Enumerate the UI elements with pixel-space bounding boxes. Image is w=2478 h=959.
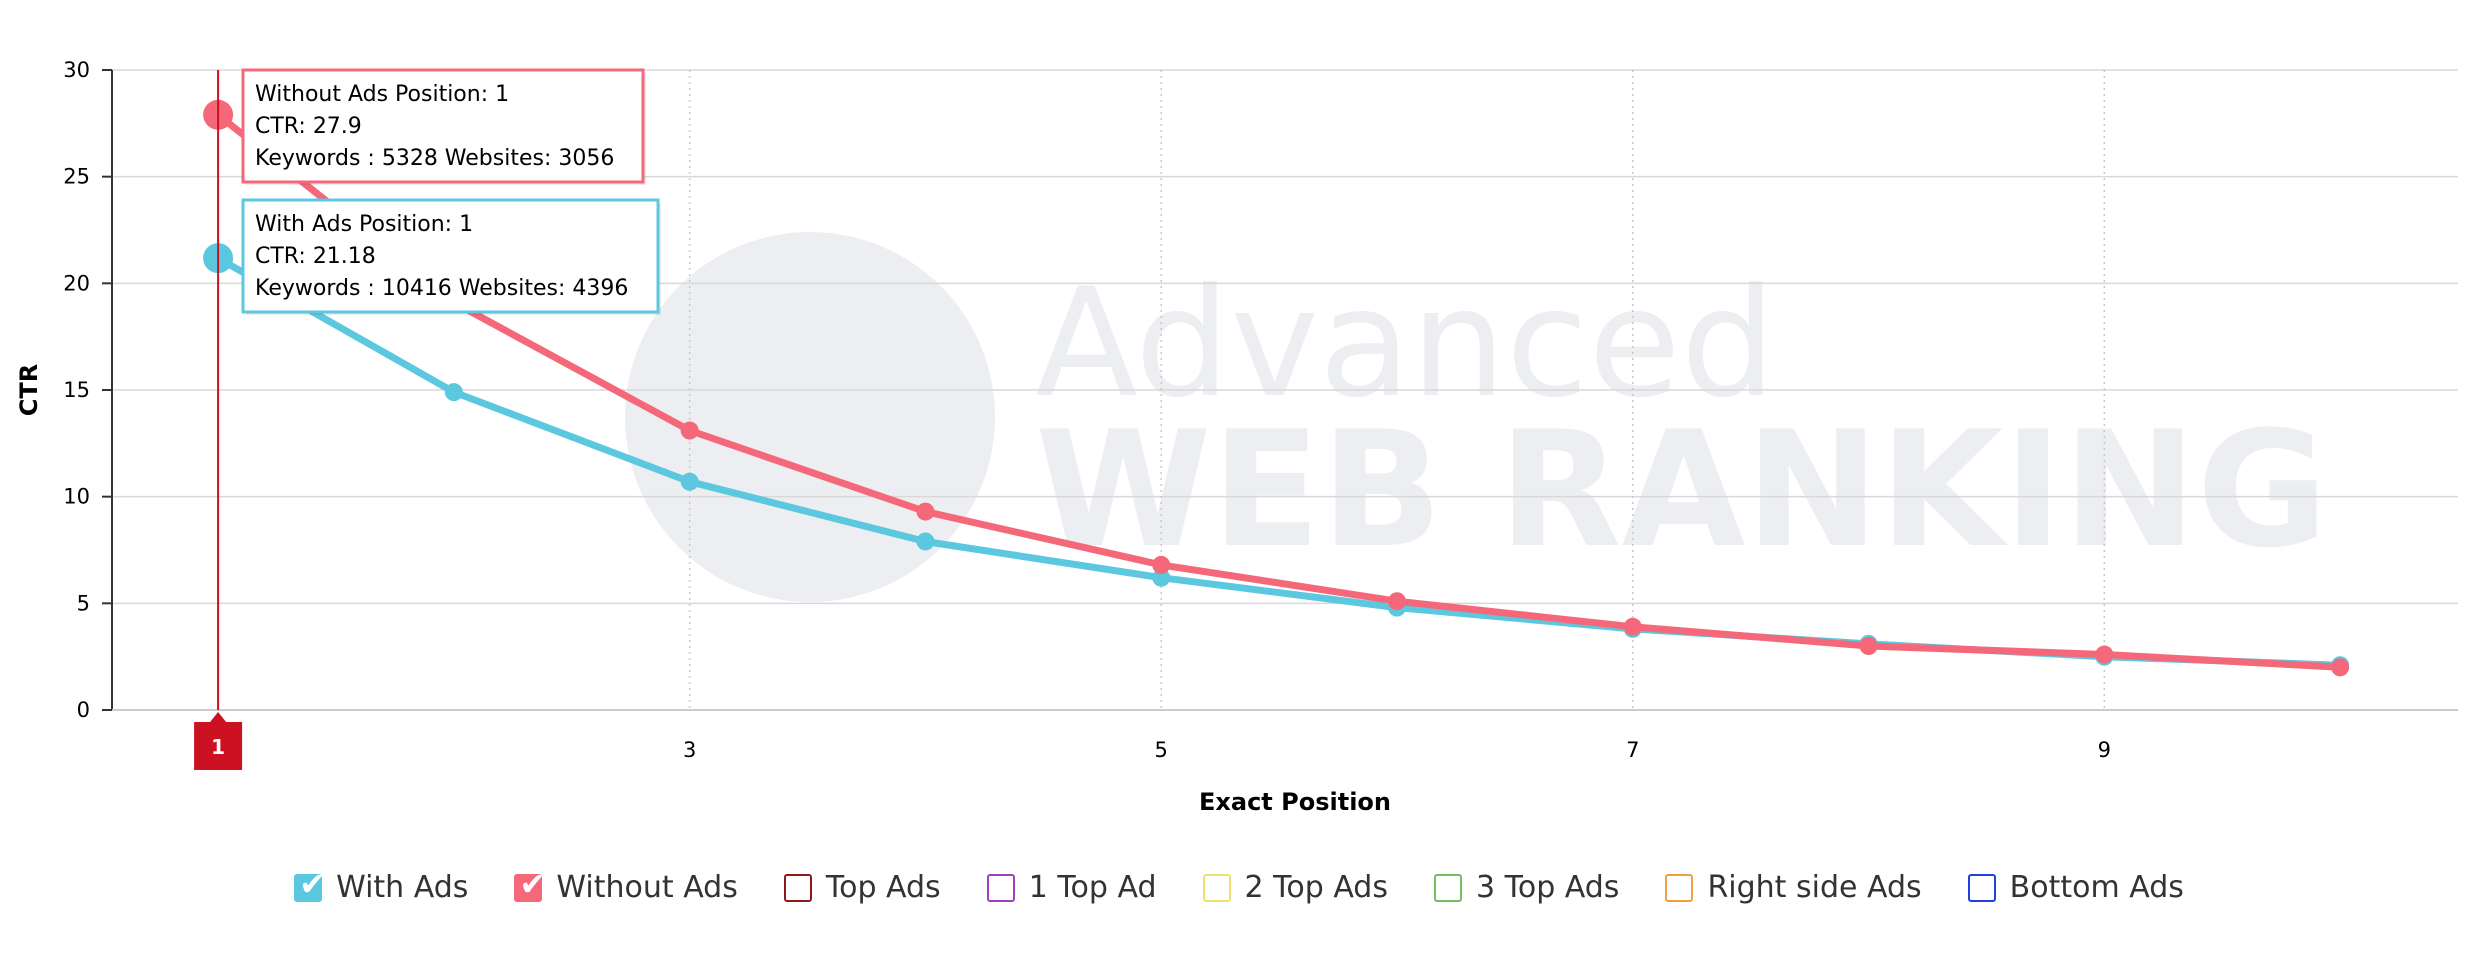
x-tick-label: 9 xyxy=(2098,738,2111,762)
data-point-with-ads xyxy=(680,472,699,491)
legend-label: 2 Top Ads xyxy=(1244,870,1388,905)
y-tick-label: 25 xyxy=(63,165,90,189)
tooltip-box xyxy=(241,68,645,184)
y-tick-label: 30 xyxy=(63,58,90,82)
y-tick-label: 15 xyxy=(63,378,90,402)
watermark-line1: Advanced xyxy=(1035,257,1776,431)
data-point-without-ads xyxy=(680,421,699,440)
legend-item-1-top-ad[interactable]: 1 Top Ad xyxy=(986,870,1157,905)
legend-item-right-side-ads[interactable]: Right side Ads xyxy=(1665,870,1922,905)
legend-item-top-ads[interactable]: Top Ads xyxy=(783,870,941,905)
legend-label: 1 Top Ad xyxy=(1028,870,1157,905)
data-point-without-ads xyxy=(1387,592,1406,611)
crosshair-marker xyxy=(194,712,243,770)
globe-logo xyxy=(625,232,995,602)
x-tick-label: 7 xyxy=(1626,738,1639,762)
y-tick-label: 0 xyxy=(77,698,90,722)
checkbox-icon[interactable] xyxy=(986,873,1015,902)
y-tick-label: 20 xyxy=(63,271,90,295)
x-tick-label: 5 xyxy=(1155,738,1168,762)
checkbox-icon[interactable] xyxy=(783,873,812,902)
legend-label: Right side Ads xyxy=(1707,870,1922,905)
legend-item-without-ads[interactable]: ✔ Without Ads xyxy=(514,868,738,905)
data-point-without-ads xyxy=(1152,555,1171,574)
x-tick-label: 3 xyxy=(683,738,696,762)
tooltip-box xyxy=(241,198,660,314)
checkbox-icon[interactable] xyxy=(1665,873,1694,902)
data-point-without-ads xyxy=(916,502,935,521)
tooltip-line: Keywords : 5328 Websites: 3056 xyxy=(255,146,614,171)
legend-item-2-top-ads[interactable]: 2 Top Ads xyxy=(1202,870,1388,905)
data-point-without-ads xyxy=(1623,617,1642,636)
tooltip-line: With Ads Position: 1 xyxy=(255,212,473,237)
legend-item-3-top-ads[interactable]: 3 Top Ads xyxy=(1433,870,1620,905)
tooltip-line: Without Ads Position: 1 xyxy=(255,82,509,107)
tooltips: Without Ads Position: 1 CTR: 27.9 Keywords… xyxy=(241,68,661,315)
data-point-without-ads xyxy=(2331,658,2350,677)
data-point-with-ads xyxy=(444,383,463,402)
tooltip-line: CTR: 27.9 xyxy=(255,114,362,139)
legend-label: Top Ads xyxy=(825,870,941,905)
data-point-with-ads xyxy=(1152,568,1171,587)
checkbox-icon[interactable] xyxy=(1433,873,1462,902)
checkbox-checked-icon[interactable]: ✔ xyxy=(514,868,546,902)
legend: ✔ With Ads ✔ Without Ads Top Ads 1 Top Ad 2 To… xyxy=(0,868,2478,905)
tooltip-line: Keywords : 10416 Websites: 4396 xyxy=(255,276,628,301)
legend-item-with-ads[interactable]: ✔ With Ads xyxy=(294,868,469,905)
checkmark-icon: ✔ xyxy=(519,864,547,903)
legend-label: Bottom Ads xyxy=(2009,870,2184,905)
watermark-line2: WEB RANKING xyxy=(1035,396,2328,583)
crosshair: 1 xyxy=(194,70,243,770)
data-point-with-ads xyxy=(916,532,935,551)
checkbox-checked-icon[interactable]: ✔ xyxy=(294,868,326,902)
data-point-without-ads xyxy=(1859,637,1878,655)
watermark: Advanced WEB RANKING xyxy=(625,232,2328,602)
tooltip-line: CTR: 21.18 xyxy=(255,244,376,269)
crosshair-marker-label: 1 xyxy=(211,735,225,759)
y-tick-label: 5 xyxy=(77,591,90,615)
checkmark-icon: ✔ xyxy=(299,864,326,903)
legend-label: 3 Top Ads xyxy=(1475,870,1620,905)
legend-label: Without Ads xyxy=(556,870,738,905)
data-point-without-ads xyxy=(2095,645,2114,664)
checkbox-icon[interactable] xyxy=(1967,873,1996,902)
legend-item-bottom-ads[interactable]: Bottom Ads xyxy=(1967,870,2184,905)
y-tick-label: 10 xyxy=(63,485,90,509)
x-axis-title: Exact Position xyxy=(1199,788,1391,816)
checkbox-icon[interactable] xyxy=(1202,873,1231,902)
legend-label: With Ads xyxy=(336,870,469,905)
series-line-without-ads xyxy=(214,111,2344,671)
y-axis-title: CTR xyxy=(15,364,43,416)
